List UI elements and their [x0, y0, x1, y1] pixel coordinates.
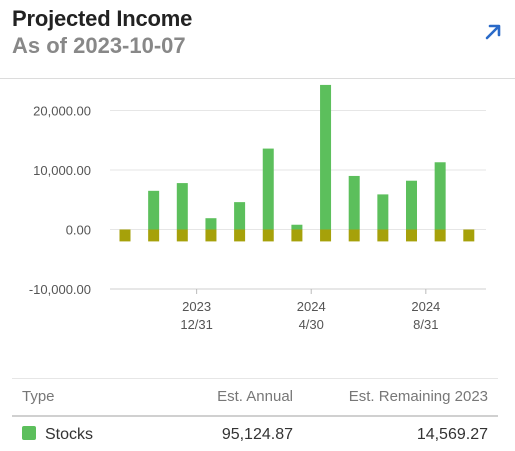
income-bar	[176, 183, 188, 230]
type-cell: Stocks	[22, 426, 93, 444]
y-tick-label: 10,000.00	[33, 163, 91, 178]
income-table: Type Est. Annual Est. Remaining 2023 Sto…	[12, 378, 498, 451]
negative-bar	[291, 229, 303, 242]
negative-bar	[377, 229, 389, 242]
col-est-remaining: Est. Remaining 2023	[348, 388, 488, 405]
income-bar	[291, 224, 303, 230]
negative-bar	[348, 229, 360, 242]
col-est-annual: Est. Annual	[217, 388, 293, 405]
x-tick-year: 2024	[411, 299, 440, 314]
y-tick-label: -10,000.00	[29, 282, 91, 297]
income-bar	[262, 148, 274, 230]
widget-header: Projected Income As of 2023-10-07	[0, 0, 515, 79]
income-bar	[320, 84, 332, 230]
negative-bar	[205, 229, 217, 242]
income-bar	[205, 218, 217, 230]
negative-bar	[463, 229, 475, 242]
y-tick-label: 0.00	[66, 223, 91, 238]
income-bar	[434, 162, 446, 230]
x-tick-date: 8/31	[413, 317, 438, 332]
col-type: Type	[22, 388, 55, 405]
table-header: Type Est. Annual Est. Remaining 2023	[12, 378, 498, 417]
table-row[interactable]: Stocks 95,124.87 14,569.27	[12, 417, 498, 451]
income-bar	[148, 190, 160, 230]
negative-bar	[320, 229, 332, 242]
projected-income-chart: 20,000.00 10,000.00 0.00 -10,000.00 2023 12/3…	[29, 84, 486, 332]
widget-title: Projected Income	[12, 6, 193, 31]
negative-bar	[234, 229, 246, 242]
negative-bar	[148, 229, 160, 242]
x-tick-year: 2023	[182, 299, 211, 314]
negative-bar	[262, 229, 274, 242]
stocks-swatch	[22, 426, 36, 440]
x-tick-year: 2024	[297, 299, 326, 314]
annual-cell: 95,124.87	[221, 426, 293, 443]
income-bar	[234, 202, 246, 230]
expand-arrow-icon[interactable]	[481, 20, 505, 44]
as-of-date: As of 2023-10-07	[12, 33, 186, 58]
y-tick-label: 20,000.00	[33, 104, 91, 119]
negative-bar	[406, 229, 417, 242]
negative-bar	[119, 229, 131, 242]
type-label: Stocks	[45, 426, 94, 443]
x-tick-date: 12/31	[180, 317, 213, 332]
negative-bar	[434, 229, 446, 242]
income-bar	[406, 180, 417, 230]
income-bar	[348, 175, 360, 230]
negative-bar	[176, 229, 188, 242]
income-bar	[377, 194, 389, 230]
remaining-cell: 14,569.27	[416, 426, 488, 443]
x-tick-date: 4/30	[299, 317, 324, 332]
